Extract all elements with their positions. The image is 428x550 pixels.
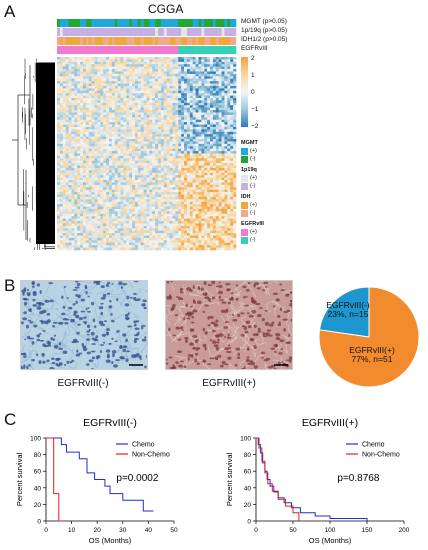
- colorbar-tick: 2: [251, 55, 255, 62]
- pie-value-label: 77%, n=51: [352, 354, 393, 364]
- legend-item-mgmt-neg: (-): [250, 156, 256, 162]
- km-plot-egfrviii-neg: EGFRvIII(-) 0 20 40 60 80 100 0 10 20 30 40 50 OS (Mo…: [15, 417, 178, 545]
- km-curve-non-chemo: [256, 437, 300, 521]
- legend-swatch-1p19q-pos: [241, 175, 248, 182]
- x-tick-label: 40: [145, 527, 153, 534]
- legend-item-mgmt-pos: (+): [250, 148, 257, 154]
- x-axis-label: OS (Months): [309, 536, 352, 545]
- micrograph-pos-image: [166, 281, 292, 369]
- y-tick-label: 40: [244, 485, 252, 492]
- p-value: p=0.0002: [116, 473, 158, 484]
- y-axis-label: Percent survival: [225, 452, 234, 506]
- km-curve-non-chemo: [46, 437, 62, 522]
- annot-label-mgmt: MGMT (p>0.05): [241, 18, 287, 25]
- km-plot-egfrviii-pos: EGFRvIII(+) 0 20 40 60 80 100 0 50 100 150 200 OS (M…: [225, 417, 410, 545]
- legend-swatch-mgmt-neg: [241, 156, 248, 163]
- annot-label-idh: IDH1/2 (p>0.05): [241, 36, 288, 43]
- legend-item-idh-neg: (-): [250, 210, 256, 216]
- y-tick-label: 20: [244, 502, 252, 509]
- x-tick-label: 10: [68, 527, 76, 534]
- legend-item-1p19q-pos: (+): [250, 175, 257, 181]
- pie-slice-egfrviii-pos: [318, 286, 420, 388]
- y-tick-label: 60: [244, 469, 252, 476]
- y-tick-label: 40: [34, 485, 42, 492]
- pie-chart: EGFRvIII(-)23%, n=15 EGFRvIII(+)77%, n=51: [318, 286, 420, 388]
- legend-swatch-egfrviii-pos: [241, 229, 248, 236]
- y-tick-label: 60: [34, 469, 42, 476]
- heatmap-title: CGGA: [148, 2, 184, 16]
- colorbar-tick: −2: [251, 123, 259, 130]
- heatmap-figure: [12, 19, 248, 251]
- legend-item-egfrviii-neg: (-): [250, 237, 256, 243]
- km-curve-chemo: [46, 437, 154, 512]
- pie-slice-egfrviii-neg: [318, 286, 370, 338]
- micrograph-pos-caption: EGFRvIII(+): [202, 378, 256, 389]
- legend-item-idh-pos: (+): [250, 202, 257, 208]
- x-tick-label: 50: [170, 527, 178, 534]
- colorbar-tick: 1: [251, 72, 255, 79]
- legend-item-1p19q-neg: (-): [250, 183, 256, 189]
- y-tick-label: 100: [30, 436, 41, 443]
- annot-label-egfrviii: EGFRvIII: [241, 45, 268, 52]
- y-tick-label: 80: [34, 452, 42, 459]
- pie-value-label: 23%, n=15: [328, 309, 369, 319]
- km-title: EGFRvIII(-): [83, 417, 137, 429]
- heatmap-matrix: [57, 57, 237, 251]
- annotation-bars: [57, 19, 237, 54]
- y-tick-label: 100: [240, 436, 251, 443]
- x-tick-label: 20: [94, 527, 102, 534]
- micrograph-egfrviii-pos: [165, 280, 293, 370]
- x-tick-label: 0: [44, 527, 48, 534]
- legend-entry: Chemo: [362, 442, 385, 449]
- pie-label: EGFRvIII(+): [349, 345, 395, 355]
- legend-swatch-egfrviii-neg: [241, 237, 248, 244]
- micrograph-neg-image: [21, 281, 147, 369]
- panel-label-b: B: [4, 276, 16, 295]
- y-tick-label: 0: [37, 519, 41, 526]
- p-value: p=0.8768: [337, 473, 379, 484]
- legend-swatch-idh-neg: [241, 210, 248, 217]
- legend-entry: Chemo: [132, 442, 155, 449]
- legend-entry: Non-Chemo: [362, 452, 400, 459]
- x-tick-label: 0: [254, 527, 258, 534]
- x-tick-label: 100: [325, 527, 336, 534]
- legend-swatch-mgmt-pos: [241, 148, 248, 155]
- pie-label: EGFRvIII(-): [326, 300, 370, 310]
- micrograph-neg-caption: EGFRvIII(-): [57, 378, 109, 389]
- panel-label-c: C: [4, 410, 17, 429]
- x-axis-label: OS (Months): [89, 536, 132, 545]
- x-tick-label: 50: [289, 527, 297, 534]
- y-tick-label: 20: [34, 502, 42, 509]
- legend-item-egfrviii-pos: (+): [250, 229, 257, 235]
- x-tick-label: 30: [119, 527, 127, 534]
- micrograph-egfrviii-neg: [20, 280, 148, 370]
- colorbar: [241, 57, 248, 127]
- x-tick-label: 150: [362, 527, 373, 534]
- x-tick-label: 200: [399, 527, 410, 534]
- legend-title-1p19q: 1p19q: [241, 167, 257, 173]
- legend-title-mgmt: MGMT: [241, 140, 258, 146]
- row-dendrogram: [12, 58, 55, 250]
- legend-swatch-idh-pos: [241, 202, 248, 209]
- y-tick-label: 80: [244, 452, 252, 459]
- legend-swatch-1p19q-neg: [241, 183, 248, 190]
- y-axis-label: Percent survival: [15, 452, 24, 506]
- km-title: EGFRvIII(+): [302, 417, 358, 429]
- legend-title-egfrviii: EGFRvIII: [241, 221, 264, 227]
- panel-label-a: A: [4, 2, 16, 21]
- legend-title-idh: IDH: [241, 194, 251, 200]
- colorbar-tick: 0: [251, 89, 255, 96]
- legend-entry: Non-Chemo: [132, 452, 170, 459]
- y-tick-label: 0: [247, 519, 251, 526]
- colorbar-tick: −1: [251, 106, 259, 113]
- annot-label-1p19q: 1p/19q (p>0.05): [241, 27, 288, 34]
